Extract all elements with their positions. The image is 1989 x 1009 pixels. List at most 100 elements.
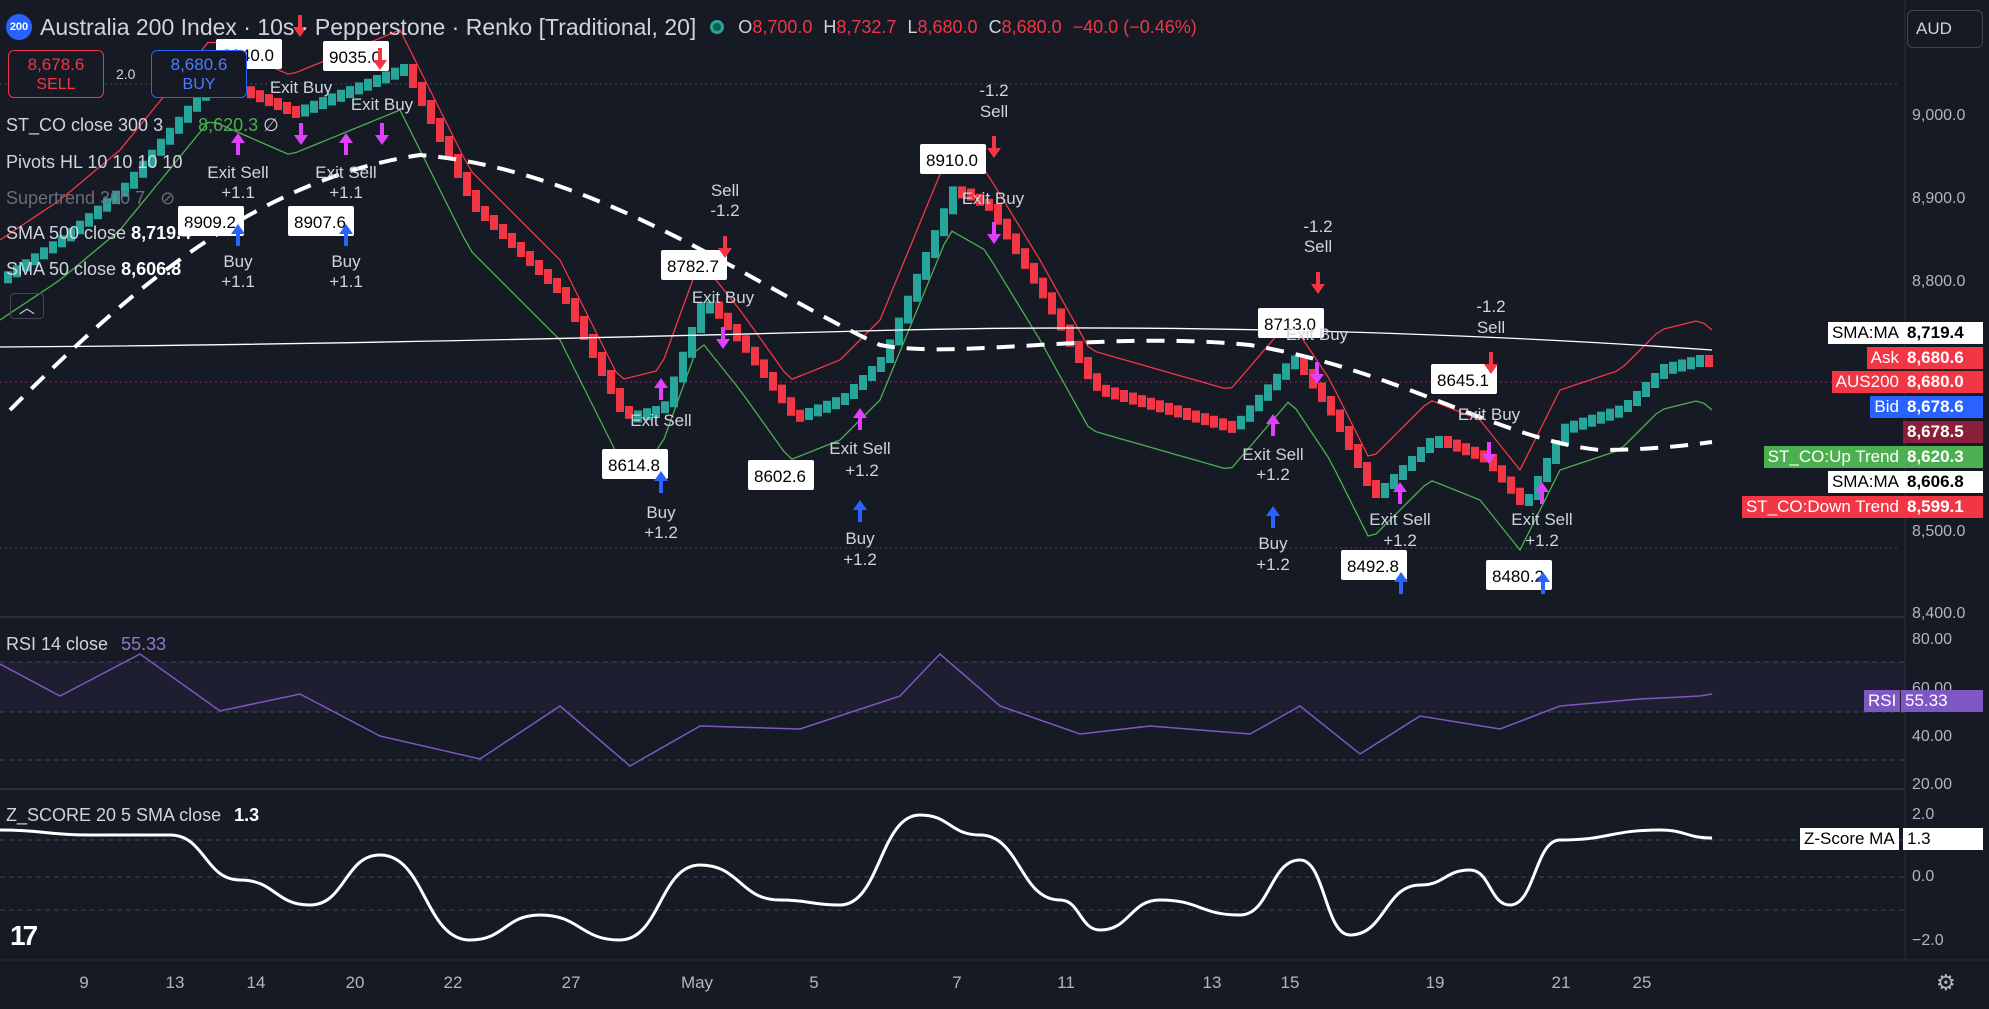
renko-brick — [247, 86, 255, 99]
renko-brick — [760, 359, 768, 378]
sell-arrow-icon — [718, 236, 732, 258]
renko-brick — [616, 388, 624, 412]
exit-buy-arrow-icon — [987, 222, 1001, 244]
renko-brick — [139, 160, 147, 178]
renko-brick — [1552, 440, 1560, 464]
renko-brick — [517, 242, 525, 257]
price-label-value: 8,606.8 — [1903, 471, 1983, 493]
renko-brick — [1084, 357, 1092, 380]
tradingview-logo[interactable]: 17 — [10, 920, 38, 951]
price-tick: 8,800.0 — [1912, 273, 1966, 290]
price-label-value: 8,680.0 — [1903, 371, 1983, 393]
renko-brick — [481, 206, 489, 221]
renko-brick — [895, 317, 903, 346]
renko-brick — [688, 327, 696, 358]
sell-button[interactable]: 8,678.6 SELL — [8, 50, 104, 98]
renko-brick — [877, 357, 885, 372]
sma50-line — [8, 152, 1713, 453]
renko-brick — [598, 352, 606, 376]
signal-label: Exit Sell — [315, 163, 376, 182]
renko-brick — [976, 193, 984, 206]
renko-brick — [1372, 480, 1380, 498]
renko-brick — [1075, 340, 1083, 363]
renko-brick — [589, 334, 597, 358]
time-axis-label: 19 — [1425, 973, 1445, 992]
currency-select[interactable]: AUD — [1907, 10, 1983, 48]
renko-brick — [1201, 413, 1209, 426]
renko-brick — [1039, 277, 1047, 299]
renko-brick — [787, 397, 795, 416]
legend-rsi[interactable]: RSI 14 close 55.33 — [6, 634, 167, 654]
renko-brick — [562, 287, 570, 304]
symbol-title[interactable]: Australia 200 Index · 10s · Pepperstone … — [40, 13, 697, 40]
symbol-icon[interactable]: 200 — [6, 14, 32, 40]
renko-brick — [1543, 458, 1551, 482]
exit-sell-arrow-icon — [654, 378, 668, 400]
price-tick: 8,400.0 — [1912, 605, 1966, 622]
renko-brick — [436, 118, 444, 142]
renko-brick — [265, 94, 273, 107]
renko-brick — [1399, 465, 1407, 480]
signal-label: +1.2 — [845, 461, 879, 480]
renko-brick — [1012, 233, 1020, 255]
exit-buy-arrow-icon — [1310, 362, 1324, 384]
collapse-legend-button[interactable]: ︿ — [10, 293, 44, 319]
renko-brick — [112, 190, 120, 205]
supertrend-down-line — [0, 29, 1713, 472]
pivot-label-box — [178, 206, 244, 236]
exit-sell-arrow-icon — [1266, 414, 1280, 436]
renko-brick — [454, 154, 462, 178]
signal-label: Exit Sell — [630, 411, 691, 430]
legend-sma500[interactable]: SMA 500 close 8,719.4 — [6, 223, 192, 243]
hidden-eye-icon[interactable]: ⊘ — [160, 188, 176, 208]
exit-sell-arrow-icon — [339, 133, 353, 155]
legend-st-co[interactable]: ST_CO close 300 3 8,620.3 ∅ — [6, 115, 279, 135]
sma500-line — [0, 327, 1713, 351]
signal-label: +1.1 — [221, 272, 255, 291]
renko-brick — [166, 127, 174, 145]
renko-brick — [1705, 355, 1713, 367]
time-axis-label: 14 — [246, 973, 266, 992]
legend-sma50[interactable]: SMA 50 close 8,606.8 — [6, 259, 182, 279]
renko-brick — [526, 251, 534, 266]
buy-button[interactable]: 8,680.6 BUY — [151, 50, 247, 98]
renko-brick — [931, 230, 939, 258]
rsi-tag: RSI — [1864, 690, 1901, 712]
renko-brick — [382, 71, 390, 84]
renko-brick — [1615, 405, 1623, 418]
renko-brick — [130, 171, 138, 189]
renko-brick — [400, 64, 408, 76]
renko-brick — [292, 105, 300, 118]
price-label-value: 8,620.3 — [1903, 446, 1983, 468]
buy-arrow-icon — [1266, 506, 1280, 528]
pivot-label-text: 8909.2 — [184, 213, 236, 232]
rsi-tick: 40.00 — [1912, 728, 1953, 745]
renko-brick — [1606, 408, 1614, 421]
signal-label: +1.2 — [1383, 531, 1417, 550]
pivot-label-text: 8713.0 — [1264, 315, 1316, 334]
legend-pivots[interactable]: Pivots HL 10 10 10 10 — [6, 152, 183, 172]
quantity-value[interactable]: 2.0 — [116, 66, 136, 82]
renko-brick — [796, 409, 804, 422]
renko-brick — [1354, 444, 1362, 468]
settings-gear-icon[interactable]: ⚙ — [1936, 970, 1956, 995]
signal-label: +1.2 — [1256, 465, 1290, 484]
renko-brick — [679, 351, 687, 383]
renko-brick — [1408, 456, 1416, 471]
renko-brick — [148, 149, 156, 167]
exit-sell-arrow-icon — [1535, 482, 1549, 504]
signal-label: Exit Sell — [1511, 510, 1572, 529]
legend-supertrend[interactable]: Supertrend 300 7 ⊘ — [6, 188, 176, 208]
time-axis-label: 27 — [561, 973, 581, 992]
legend-zscore[interactable]: Z_SCORE 20 5 SMA close 1.3 — [6, 805, 260, 825]
renko-brick — [544, 269, 552, 284]
signal-label: Exit Buy — [692, 288, 755, 307]
price-tick: 8,900.0 — [1912, 190, 1966, 207]
z-tick: 2.0 — [1912, 806, 1935, 823]
price-label-tag: ST_CO:Up Trend — [1763, 446, 1903, 468]
renko-brick — [1174, 405, 1182, 418]
renko-brick — [40, 247, 48, 260]
signal-label: Exit Sell — [1242, 445, 1303, 464]
